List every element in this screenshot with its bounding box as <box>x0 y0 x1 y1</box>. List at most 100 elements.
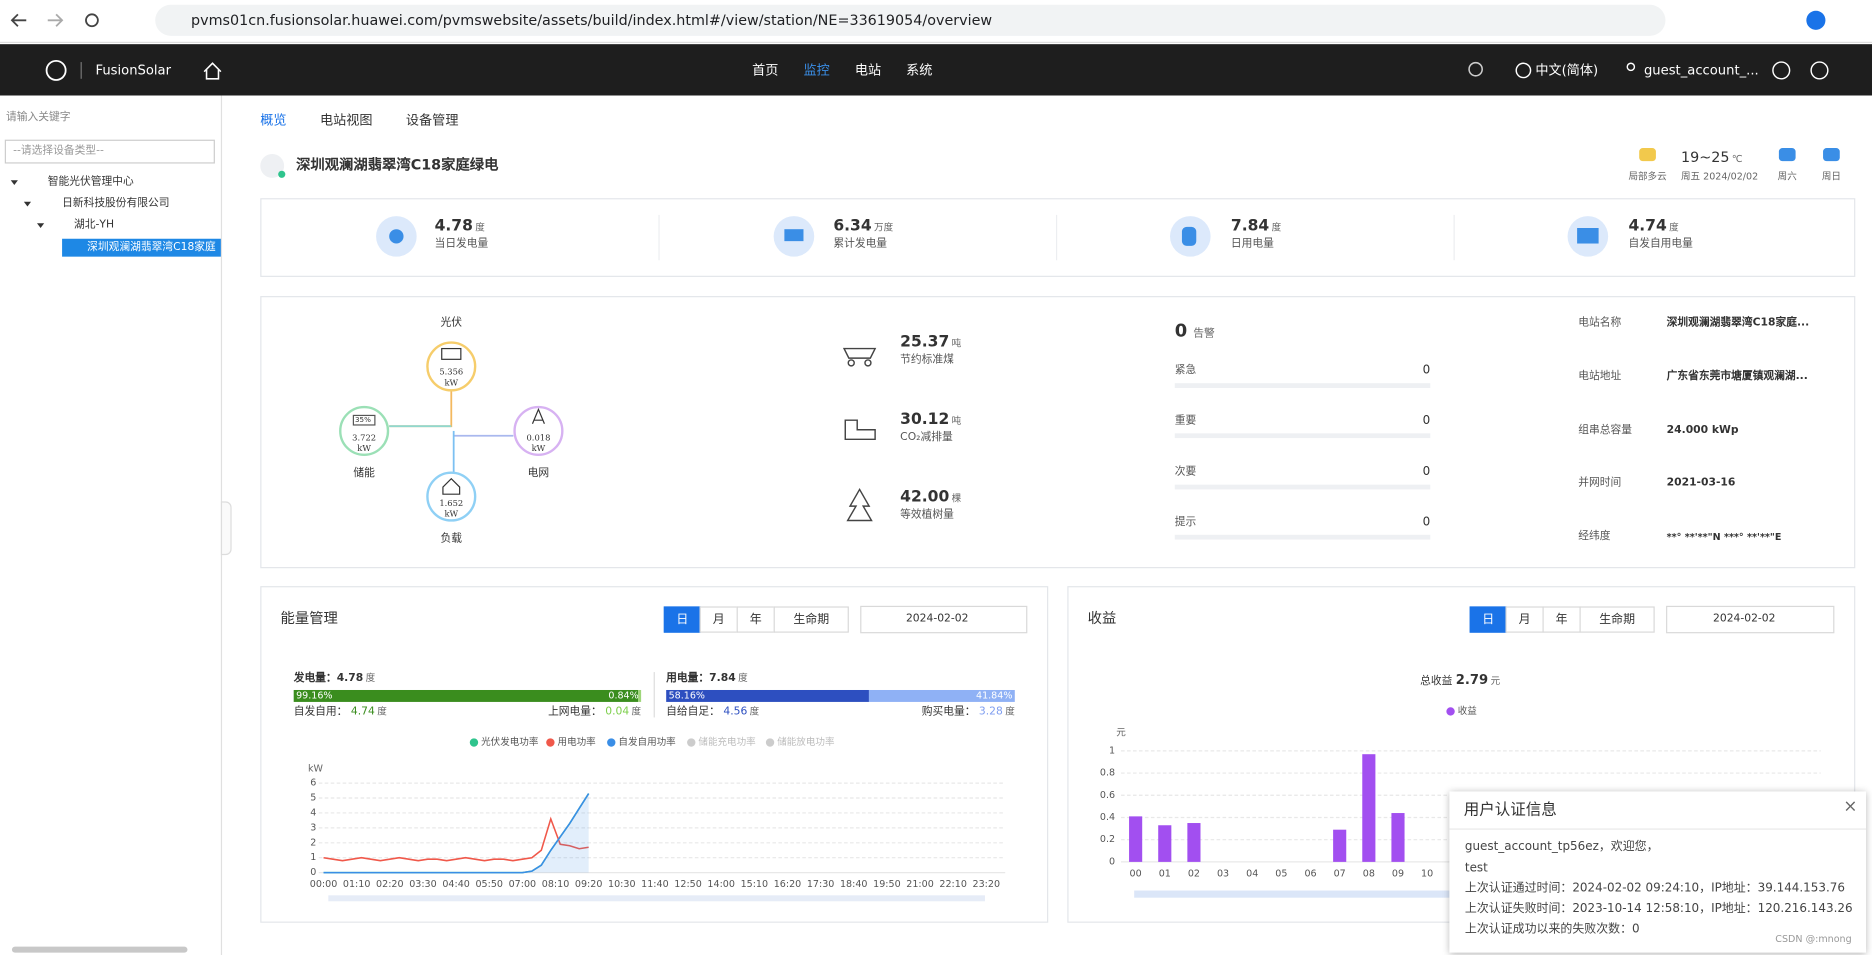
info-value: 2021-03-16 <box>1666 477 1736 489</box>
x-tick-label: 10:30 <box>608 879 636 890</box>
nav-item[interactable]: 系统 <box>906 62 933 79</box>
popup-close[interactable]: × <box>1843 796 1858 817</box>
value: 3.28 <box>978 706 1003 719</box>
tree-node[interactable]: 日新科技股份有限公司 <box>62 197 170 210</box>
bar <box>1129 816 1143 862</box>
globe-icon[interactable] <box>1515 62 1532 79</box>
user-name[interactable]: guest_account_... <box>1643 62 1759 79</box>
expand-arrow[interactable] <box>10 180 18 186</box>
env-label: 节约标准煤 <box>900 354 954 367</box>
period-button[interactable]: 日 <box>663 606 701 633</box>
profile-icon[interactable] <box>1806 10 1826 30</box>
period-button[interactable]: 年 <box>1542 606 1581 633</box>
share-bar <box>868 689 1015 702</box>
period-button[interactable]: 日 <box>1469 606 1507 633</box>
tree-node-selected[interactable]: 深圳观澜湖翡翠湾C18家庭 <box>87 241 216 254</box>
cons-right: 购买电量： 3.28 度 <box>922 706 1015 719</box>
info-key: 电站名称 <box>1578 317 1622 329</box>
legend-label: 自发自用功率 <box>618 736 676 748</box>
bar <box>1391 813 1405 862</box>
tower-icon <box>531 407 545 425</box>
date-value[interactable]: 2024-02-02 <box>905 613 969 626</box>
reload-icon[interactable] <box>85 13 99 28</box>
device-type-select[interactable] <box>4 139 215 164</box>
alarm-label: 告警 <box>1193 328 1215 341</box>
tree-node[interactable]: 湖北-YH <box>74 219 115 232</box>
value: 0 <box>1174 319 1188 342</box>
env-value: 30.12 吨 <box>900 411 961 430</box>
weather-icon <box>1639 148 1656 162</box>
value: 42.00 <box>900 488 950 507</box>
x-tick-label: 15:10 <box>741 879 769 890</box>
help-icon[interactable] <box>1810 61 1829 80</box>
url-text[interactable]: pvms01cn.fusionsolar.huawei.com/pvmswebs… <box>191 11 993 29</box>
forward-icon[interactable] <box>47 13 64 27</box>
nav-item[interactable]: 首页 <box>752 62 779 79</box>
x-tick-label: 17:30 <box>807 879 835 890</box>
home-icon[interactable] <box>203 62 222 80</box>
flow-unit: kW <box>357 443 371 454</box>
search-icon[interactable] <box>1468 61 1483 77</box>
y-tick-label: 3 <box>310 822 316 833</box>
x-tick-label: 04:40 <box>442 879 470 890</box>
bar <box>1362 754 1376 862</box>
battery-icon <box>352 414 376 426</box>
sidebar-collapse[interactable] <box>220 501 232 556</box>
brand[interactable]: FusionSolar <box>95 62 171 79</box>
bar <box>1187 823 1201 862</box>
y-tick-label: 5 <box>310 793 316 804</box>
x-tick-label: 16:20 <box>774 879 802 890</box>
date-picker[interactable] <box>860 605 1028 634</box>
flow-unit: kW <box>444 509 459 520</box>
period-button[interactable]: 生命期 <box>1579 606 1655 633</box>
gen-right: 上网电量： 0.04 度 <box>548 706 641 719</box>
environment-icons <box>842 347 877 522</box>
house-icon <box>442 477 461 495</box>
search-input[interactable]: 请输入关键字 <box>5 111 71 124</box>
date-picker[interactable] <box>1666 605 1835 634</box>
language[interactable]: 中文(简体) <box>1535 62 1599 79</box>
x-tick-label: 23:20 <box>973 879 1001 890</box>
value: 6.34 <box>833 217 872 236</box>
nav-item[interactable]: 电站 <box>854 62 882 79</box>
env-label: CO₂减排量 <box>900 431 953 444</box>
weather-desc: 局部多云 <box>1628 170 1667 182</box>
y-tick-label: 4 <box>310 807 316 818</box>
y-tick-label: 0 <box>310 867 316 878</box>
x-tick-label: 07:00 <box>509 879 537 890</box>
date-value[interactable]: 2024-02-02 <box>1713 613 1776 626</box>
user-icon[interactable] <box>1626 62 1636 72</box>
tab[interactable]: 电站视图 <box>319 112 373 129</box>
unit: 度 <box>749 706 760 717</box>
unit: 元 <box>1490 675 1501 687</box>
expand-arrow[interactable] <box>37 223 45 229</box>
weekday: 周五 <box>1680 170 1701 182</box>
x-tick-label: 02:20 <box>376 879 404 890</box>
temp-value: 19~25 <box>1680 148 1730 166</box>
kpi-label: 累计发电量 <box>833 238 888 251</box>
period-button[interactable]: 月 <box>699 606 738 633</box>
back-icon[interactable] <box>10 13 27 27</box>
x-tick-label: 09 <box>1392 868 1404 879</box>
share-bar <box>666 689 869 702</box>
x-tick-label: 19:50 <box>873 879 901 890</box>
tree-node[interactable]: 智能光伏管理中心 <box>47 176 134 189</box>
scrollbar[interactable] <box>11 946 188 953</box>
x-tick-label: 06 <box>1304 868 1316 879</box>
alarm-count: 0 <box>1422 465 1431 479</box>
legend-swatch <box>1446 707 1455 716</box>
nav-item-active[interactable]: 监控 <box>803 62 830 79</box>
period-button[interactable]: 年 <box>736 606 775 633</box>
weather-next-day: 周日 <box>1821 170 1841 182</box>
zoom-slider[interactable] <box>328 895 985 902</box>
x-tick-label: 01 <box>1159 868 1171 879</box>
flow-unit: kW <box>444 378 459 388</box>
tab-active[interactable]: 概览 <box>260 112 287 129</box>
expand-arrow[interactable] <box>23 201 32 207</box>
url-field[interactable] <box>155 4 1666 36</box>
label: 总收益 <box>1420 675 1453 688</box>
tab[interactable]: 设备管理 <box>405 112 459 129</box>
period-button[interactable]: 生命期 <box>773 606 849 633</box>
period-button[interactable]: 月 <box>1505 606 1544 633</box>
info-icon[interactable] <box>1772 61 1791 80</box>
